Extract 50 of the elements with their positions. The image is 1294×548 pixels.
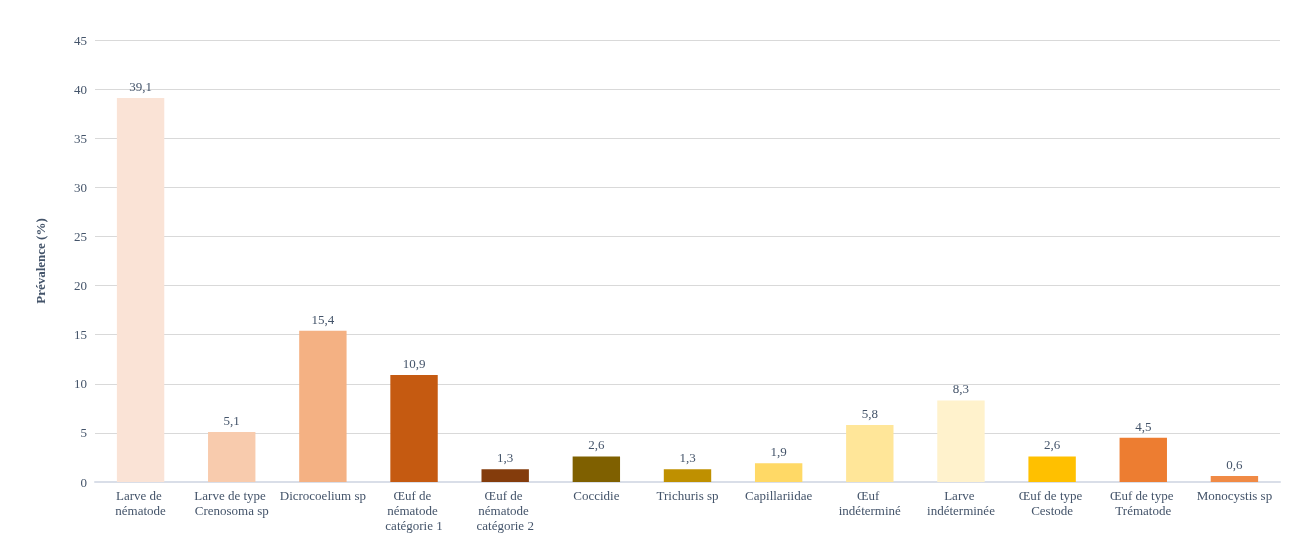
- data-label: 15,4: [311, 311, 335, 327]
- bar: [1210, 476, 1259, 482]
- y-tick-label: 25: [74, 228, 87, 244]
- x-tick-label: Trichuris sp: [656, 488, 719, 503]
- data-label: 1,9: [770, 444, 787, 460]
- bar: [846, 425, 894, 482]
- y-tick-label: 40: [74, 81, 87, 97]
- x-tick-label: Coccidie: [573, 488, 620, 503]
- y-tick-label: 15: [74, 327, 87, 343]
- x-tick-label: Monocystis sp: [1196, 488, 1273, 503]
- bar: [937, 400, 985, 482]
- y-axis-title: Prévalence (%): [33, 218, 48, 304]
- y-tick-label: 10: [74, 376, 87, 392]
- bar: [390, 374, 438, 482]
- x-tick-label: Œuf de type Trématode: [1109, 488, 1177, 518]
- y-tick-label: 35: [74, 130, 87, 146]
- x-tick-label: Œuf de type Cestode: [1018, 488, 1086, 518]
- x-tick-label: Œuf de nématode catégorie 2: [476, 488, 534, 533]
- bar: [1028, 456, 1076, 482]
- data-label: 5,8: [861, 406, 878, 422]
- bar: [1119, 437, 1167, 482]
- bar: [572, 456, 621, 482]
- data-label: 1,3: [497, 450, 514, 466]
- bar: [754, 463, 803, 482]
- bar: [663, 469, 712, 482]
- y-tick-label: 45: [74, 32, 87, 48]
- data-label: 2,6: [588, 437, 605, 453]
- x-tick-label: Capillariidae: [745, 488, 813, 503]
- data-label: 8,3: [952, 381, 970, 397]
- y-tick-label: 0: [80, 474, 87, 490]
- data-label: 2,6: [1043, 437, 1061, 453]
- x-tick-label: Larve de nématode: [115, 488, 167, 518]
- x-tick-label: Dicrocoelium sp: [279, 488, 367, 503]
- bar: [208, 431, 256, 482]
- data-label: 4,5: [1135, 418, 1152, 434]
- data-label: 5,1: [223, 412, 240, 428]
- data-label: 1,3: [679, 450, 696, 466]
- y-tick-label: 5: [80, 425, 87, 441]
- data-label: 39,1: [129, 78, 152, 94]
- x-tick-label: Œuf de nématode catégorie 1: [385, 488, 443, 533]
- x-tick-label: Larve indéterminée: [927, 488, 996, 518]
- bar: [116, 97, 165, 482]
- x-tick-label: Œuf indéterminé: [838, 488, 902, 518]
- bar: [299, 330, 347, 482]
- x-tick-label: Larve de type Crenosoma sp: [194, 488, 270, 518]
- data-label: 0,6: [1226, 457, 1244, 473]
- bar: [481, 469, 529, 482]
- y-tick-label: 20: [74, 278, 87, 294]
- data-label: 10,9: [402, 355, 426, 371]
- y-tick-label: 30: [74, 179, 87, 195]
